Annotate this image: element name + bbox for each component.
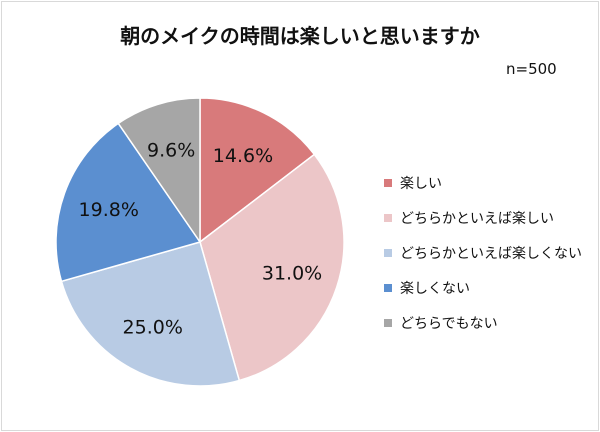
legend-item: どちらでもない	[384, 316, 498, 332]
legend-label: どちらかといえば楽しい	[400, 211, 554, 227]
legend-label: どちらでもない	[400, 316, 498, 332]
legend-label: 楽しい	[400, 176, 442, 192]
pie-slices	[55, 97, 345, 387]
legend-swatch	[384, 214, 392, 222]
legend-item: どちらかといえば楽しい	[384, 211, 554, 227]
legend-swatch	[384, 319, 392, 327]
slice-dochiraka-tanoshii	[199, 153, 345, 382]
legend-label: どちらかといえば楽しくない	[400, 246, 582, 262]
data-label: 25.0%	[123, 317, 183, 339]
slice-tanoshii	[199, 97, 316, 244]
legend-swatch	[384, 284, 392, 292]
data-label: 31.0%	[262, 263, 322, 285]
data-label: 14.6%	[213, 145, 273, 167]
legend-swatch	[384, 179, 392, 187]
chart-title: 朝のメイクの時間は楽しいと思いますか	[120, 24, 480, 48]
data-label: 9.6%	[147, 139, 195, 161]
legend-item: 楽しくない	[384, 281, 470, 297]
pie-value-labels: 14.6% 31.0% 25.0% 19.8% 9.6%	[79, 139, 323, 338]
slice-dochirademonai	[117, 97, 201, 245]
legend-item: 楽しい	[384, 176, 442, 192]
data-label: 19.8%	[79, 199, 139, 221]
legend-swatch	[384, 249, 392, 257]
legend-item: どちらかといえば楽しくない	[384, 246, 582, 262]
slice-tanoshikunai	[55, 122, 202, 283]
sample-size-note: n=500	[506, 60, 557, 78]
slice-dochiraka-tanoshikunai	[60, 241, 241, 387]
legend-label: 楽しくない	[400, 281, 470, 297]
